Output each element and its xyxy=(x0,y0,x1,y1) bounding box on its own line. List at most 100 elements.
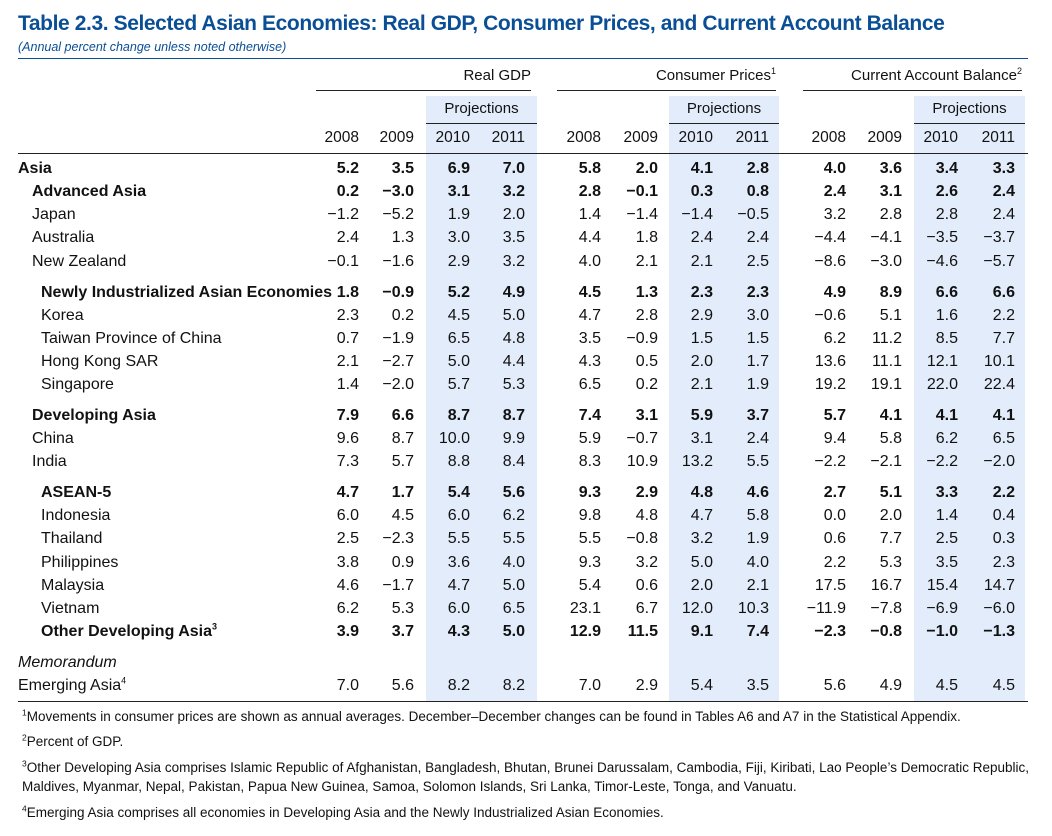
table-cell: 10.9 xyxy=(626,453,658,470)
table-cell: 7.7 xyxy=(879,530,902,547)
row-label-text: Newly Industrialized Asian Economies xyxy=(41,284,333,301)
table-cell: 3.9 xyxy=(336,623,359,640)
table-cell: 0.2 xyxy=(635,376,658,393)
group-header-label: Current Account Balance xyxy=(851,67,1017,84)
table-cell: 2.1 xyxy=(690,376,713,393)
table-cell: 1.4 xyxy=(935,507,958,524)
projection-shade xyxy=(426,96,537,702)
group-rule xyxy=(316,90,531,91)
row-label-text: ASEAN-5 xyxy=(41,484,112,501)
table-cell: 5.5 xyxy=(746,453,769,470)
table-cell: 4.1 xyxy=(879,407,902,424)
footnote-marker: 2 xyxy=(1016,66,1022,76)
table-cell: −3.0 xyxy=(870,253,902,270)
table-cell: 17.5 xyxy=(814,577,846,594)
year-header: 2011 xyxy=(735,129,769,146)
table-cell: 4.0 xyxy=(746,554,769,571)
year-header: 2008 xyxy=(811,129,846,146)
table-cell: 10.1 xyxy=(983,353,1015,370)
table-cell: −1.2 xyxy=(327,206,359,223)
table-title: Table 2.3. Selected Asian Economies: Rea… xyxy=(18,12,945,35)
table-cell: 1.5 xyxy=(690,330,713,347)
table-cell: 4.7 xyxy=(690,507,713,524)
table-cell: 5.8 xyxy=(879,430,902,447)
table-cell: 4.4 xyxy=(502,353,525,370)
year-header: 2008 xyxy=(324,129,359,146)
table-cell: 3.2 xyxy=(690,530,713,547)
table-cell: 2.9 xyxy=(690,307,713,324)
row-label-text: China xyxy=(32,430,74,447)
footnote-marker: 4 xyxy=(121,675,127,686)
group-header-label: Consumer Prices xyxy=(655,67,771,84)
table-cell: −2.7 xyxy=(382,353,414,370)
table-cell: 2.8 xyxy=(935,206,958,223)
table-cell: 6.0 xyxy=(447,600,470,617)
row-label-text: Vietnam xyxy=(41,600,100,617)
row-label: Newly Industrialized Asian Economies xyxy=(41,282,332,304)
row-label: Taiwan Province of China xyxy=(41,328,222,350)
table-cell: 10.3 xyxy=(737,600,769,617)
year-header: 2011 xyxy=(491,129,525,146)
projections-rule xyxy=(669,123,779,124)
table-cell: 2.1 xyxy=(746,577,769,594)
table-cell: 7.4 xyxy=(578,407,601,424)
table-cell: 1.9 xyxy=(447,206,470,223)
table-cell: 11.5 xyxy=(627,623,658,640)
table-cell: −0.8 xyxy=(626,530,658,547)
table-cell: 5.0 xyxy=(447,353,470,370)
table-cell: 8.3 xyxy=(578,453,601,470)
table-cell: 1.3 xyxy=(635,284,658,301)
table-cell: 1.3 xyxy=(391,229,414,246)
table-cell: 9.3 xyxy=(578,554,601,571)
row-label-text: Thailand xyxy=(41,530,103,547)
table-cell: 3.7 xyxy=(746,407,769,424)
table-cell: 7.0 xyxy=(336,677,359,694)
row-label-text: Other Developing Asia xyxy=(41,623,212,640)
footnote-text: Emerging Asia comprises all economies in… xyxy=(26,805,664,820)
table-cell: 3.0 xyxy=(746,307,769,324)
projection-shade xyxy=(669,96,779,702)
table-cell: 4.8 xyxy=(502,330,525,347)
table-cell: −5.7 xyxy=(983,253,1015,270)
table-cell: 11.2 xyxy=(872,330,902,347)
table-cell: −1.4 xyxy=(681,206,713,223)
table-cell: 4.9 xyxy=(879,677,902,694)
table-cell: 2.8 xyxy=(879,206,902,223)
table-cell: 7.0 xyxy=(578,677,601,694)
table-cell: 5.9 xyxy=(690,407,713,424)
table-cell: 4.1 xyxy=(992,407,1015,424)
row-label-text: Advanced Asia xyxy=(32,183,147,200)
table-cell: 2.4 xyxy=(992,206,1015,223)
table-cell: 8.2 xyxy=(502,677,525,694)
table-cell: 0.9 xyxy=(391,554,414,571)
table-cell: 1.4 xyxy=(336,376,359,393)
table-cell: 5.5 xyxy=(447,530,470,547)
table-cell: −1.4 xyxy=(626,206,658,223)
footnote-marker: 2 xyxy=(22,732,27,743)
table-cell: 0.6 xyxy=(823,530,846,547)
table-cell: 2.8 xyxy=(746,160,769,177)
table-cell: 16.7 xyxy=(870,577,902,594)
row-label: Advanced Asia xyxy=(32,181,146,203)
row-label-text: Developing Asia xyxy=(32,407,156,424)
footnote: 1Movements in consumer prices are shown … xyxy=(22,708,961,726)
table-cell: 3.6 xyxy=(447,554,470,571)
table-cell: 6.2 xyxy=(935,430,958,447)
table-cell: 23.1 xyxy=(569,600,601,617)
table-cell: −2.2 xyxy=(926,453,958,470)
table-cell: 5.2 xyxy=(447,284,470,301)
table-cell: 3.5 xyxy=(935,554,958,571)
row-label-text: Australia xyxy=(32,229,95,246)
table-cell: 2.4 xyxy=(746,229,769,246)
row-label: Other Developing Asia3 xyxy=(41,621,217,643)
projections-rule xyxy=(914,123,1025,124)
table-cell: 6.7 xyxy=(635,600,658,617)
header-rule xyxy=(18,153,1028,154)
year-header: 2010 xyxy=(678,129,713,146)
table-cell: 6.6 xyxy=(935,284,958,301)
table-cell: 6.9 xyxy=(447,160,470,177)
footnote-marker: 3 xyxy=(22,758,27,769)
table-cell: 8.2 xyxy=(447,677,470,694)
table-cell: 8.7 xyxy=(447,407,470,424)
table-cell: 1.9 xyxy=(746,376,769,393)
